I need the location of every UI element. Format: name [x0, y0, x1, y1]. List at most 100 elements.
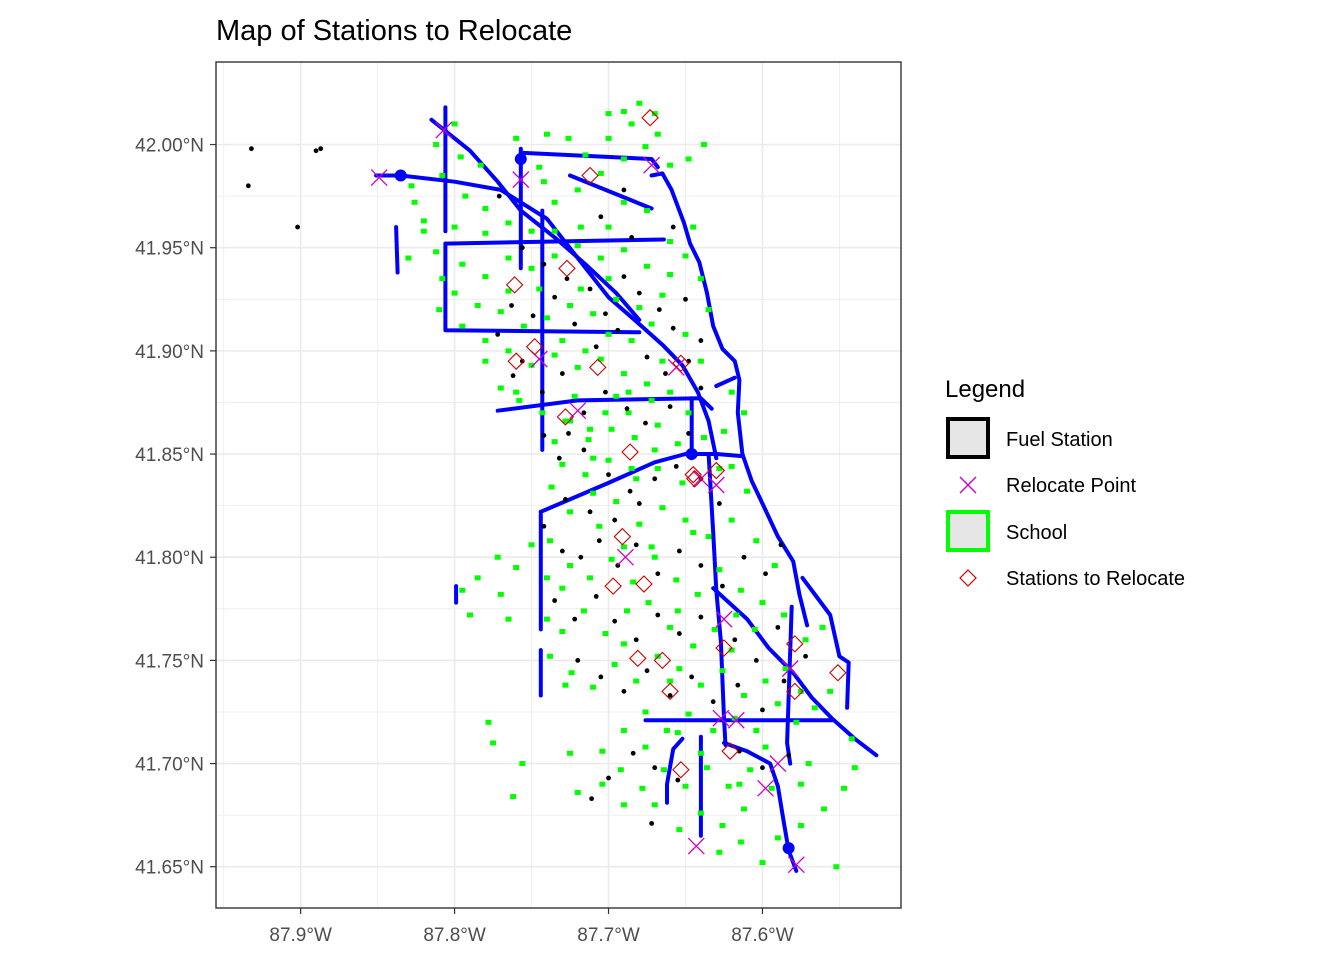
fuel-station-point — [760, 765, 765, 771]
fuel-station-point — [539, 389, 545, 395]
school-point — [543, 131, 550, 137]
school-point — [574, 789, 581, 795]
fuel-station-point — [644, 354, 650, 360]
fuel-station-point — [509, 303, 514, 308]
school-point — [737, 587, 744, 593]
road-line — [518, 150, 660, 170]
school-point — [759, 600, 766, 606]
relocate-point-marker — [787, 856, 805, 874]
school-point — [474, 575, 481, 581]
school-point — [590, 684, 597, 690]
school-point — [651, 447, 658, 453]
station-to-relocate-marker — [653, 651, 672, 670]
fuel-station-point — [736, 748, 742, 754]
fuel-station-point — [612, 618, 618, 624]
school-point — [482, 338, 489, 344]
relocate-point-marker — [715, 610, 733, 628]
school-point — [628, 465, 635, 471]
legend-item-school: School — [946, 510, 1067, 552]
school-point — [685, 156, 692, 162]
school-point — [462, 193, 469, 199]
school-point — [597, 255, 604, 261]
station-to-relocate-marker — [715, 639, 733, 657]
school-point — [459, 261, 466, 267]
school-point — [753, 728, 760, 734]
station-to-relocate-marker — [829, 663, 847, 682]
fuel-station-point — [621, 274, 627, 279]
school-point — [716, 567, 723, 573]
school-point — [728, 517, 735, 523]
relocate-point-marker — [712, 709, 730, 727]
school-point — [700, 435, 707, 441]
fuel-station-point — [575, 657, 581, 663]
school-point — [459, 323, 466, 329]
school-point — [599, 748, 606, 754]
school-point — [605, 111, 612, 117]
legend-label-relocate-point: Relocate Point — [1006, 475, 1137, 497]
school-point — [505, 220, 512, 226]
school-point — [411, 199, 418, 205]
school-point — [631, 435, 638, 441]
school-point — [751, 626, 758, 632]
fuel-station-point — [552, 294, 558, 300]
fuel-station-point — [652, 476, 658, 482]
fuel-station-point — [663, 371, 668, 376]
school-point — [497, 309, 504, 315]
road-node — [394, 169, 407, 182]
fuel-station-point — [781, 678, 787, 684]
school-point — [728, 647, 735, 653]
school-point — [582, 348, 589, 354]
school-point — [644, 381, 651, 387]
x-tick-label: 87.6°W — [731, 925, 794, 946]
school-point — [567, 302, 574, 308]
school-point — [567, 750, 574, 756]
school-point — [744, 488, 751, 494]
road-line — [394, 225, 400, 275]
school-point — [590, 490, 597, 496]
fuel-station-point — [636, 501, 642, 506]
school-point — [490, 740, 497, 746]
school-point — [420, 228, 427, 234]
school-point — [574, 243, 581, 249]
school-point — [697, 358, 704, 364]
y-tick-label: 41.80°N — [135, 548, 204, 569]
legend-school-swatch — [946, 510, 990, 552]
relocate-point-marker — [435, 121, 453, 139]
station-to-relocate-marker — [707, 461, 726, 480]
fuel-station-point — [606, 472, 611, 478]
fuel-station-point — [716, 501, 722, 506]
school-point — [590, 311, 597, 317]
fuel-station-point — [643, 420, 648, 426]
school-point — [768, 785, 775, 791]
school-point — [565, 135, 572, 141]
school-point — [654, 131, 661, 137]
school-point — [587, 575, 594, 581]
fuel-station-point — [786, 752, 792, 758]
school-point — [485, 719, 492, 725]
school-point — [562, 418, 569, 424]
fuel-station-point — [633, 542, 639, 548]
road-line — [374, 173, 719, 461]
fuel-station-point — [563, 497, 568, 502]
school-point — [636, 100, 643, 106]
school-point — [667, 272, 674, 278]
school-point — [408, 183, 415, 189]
school-point — [611, 662, 618, 668]
legend-fuel-station-swatch — [946, 417, 990, 459]
school-point — [747, 767, 754, 773]
fuel-station-point — [593, 594, 599, 599]
school-point — [682, 783, 689, 789]
school-point — [548, 484, 555, 490]
school-point — [433, 249, 440, 255]
fuel-station-point — [683, 296, 688, 302]
school-point — [759, 860, 766, 866]
school-point — [620, 544, 627, 550]
school-point — [802, 637, 809, 643]
relocate-point-marker — [769, 755, 787, 773]
school-point — [543, 616, 550, 622]
fuel-station-point — [572, 321, 578, 327]
school-point — [513, 389, 520, 395]
school-point — [620, 641, 627, 647]
school-point — [676, 827, 683, 833]
fuel-station-point — [667, 693, 673, 698]
